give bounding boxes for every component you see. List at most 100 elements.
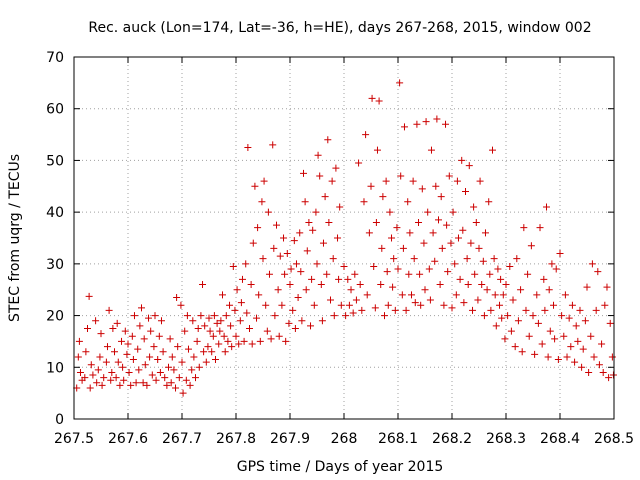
data-point — [437, 193, 445, 201]
data-point — [552, 265, 560, 273]
data-point — [560, 332, 568, 340]
data-point — [601, 301, 609, 309]
data-point — [332, 164, 340, 172]
data-point — [389, 283, 397, 291]
data-point — [390, 255, 398, 263]
data-point — [119, 363, 127, 371]
data-point — [167, 379, 175, 387]
data-point — [243, 309, 251, 317]
data-point — [409, 177, 417, 185]
data-point — [436, 281, 444, 289]
data-point — [138, 304, 145, 312]
data-point — [565, 314, 573, 322]
data-point — [130, 312, 138, 320]
data-point — [159, 348, 167, 356]
data-point — [340, 262, 348, 270]
data-point — [154, 356, 162, 364]
data-point — [431, 257, 439, 265]
y-axis-ticks: 0 10 20 30 40 50 60 70 — [46, 50, 614, 428]
chart-title: Rec. auck (Lon=174, Lat=-36, h=HE), days… — [88, 20, 591, 36]
data-point — [345, 301, 353, 309]
data-point — [363, 291, 371, 299]
data-point — [479, 257, 487, 265]
data-point — [486, 270, 494, 278]
data-point — [506, 262, 514, 270]
y-tick-label: 30 — [46, 257, 64, 273]
data-point — [111, 348, 118, 356]
data-point — [595, 361, 603, 369]
data-point — [140, 335, 148, 343]
data-point — [544, 353, 552, 361]
data-point — [102, 358, 110, 366]
data-point — [429, 229, 437, 237]
data-point — [310, 301, 318, 309]
data-point — [511, 343, 519, 351]
y-tick-label: 0 — [55, 412, 64, 428]
data-point — [188, 366, 196, 374]
data-point — [319, 239, 327, 247]
data-point — [538, 340, 546, 348]
y-axis-label: STEC from uqrg / TECUs — [7, 154, 23, 322]
data-point — [151, 312, 159, 320]
data-point — [197, 312, 205, 320]
data-point — [121, 327, 129, 335]
data-point — [377, 281, 385, 289]
data-point — [599, 368, 607, 376]
data-point — [124, 340, 132, 348]
data-point — [290, 237, 298, 245]
data-point — [283, 250, 291, 258]
data-point — [520, 224, 528, 232]
data-point — [260, 177, 268, 185]
data-point — [470, 203, 478, 211]
data-point — [386, 208, 394, 216]
data-point — [362, 131, 370, 139]
data-point — [113, 319, 121, 327]
data-point — [240, 337, 248, 345]
data-point — [540, 275, 548, 283]
data-point — [323, 270, 331, 278]
x-tick-label: 267.8 — [216, 431, 256, 447]
data-point — [190, 353, 198, 361]
data-point — [248, 340, 256, 348]
data-point — [238, 275, 246, 283]
data-point — [297, 268, 305, 276]
data-point — [561, 291, 569, 299]
data-point — [356, 281, 364, 289]
data-point — [294, 293, 302, 301]
data-point — [327, 296, 334, 304]
data-point — [216, 327, 224, 335]
data-point — [358, 306, 366, 314]
data-point — [286, 281, 294, 289]
data-point — [598, 340, 606, 348]
data-point — [335, 275, 343, 283]
data-point — [76, 368, 84, 376]
data-point — [474, 296, 482, 304]
x-tick-label: 268.1 — [378, 431, 418, 447]
data-point — [217, 317, 225, 325]
data-point — [481, 229, 489, 237]
data-point — [443, 221, 451, 229]
data-point — [603, 283, 611, 291]
data-point — [360, 198, 368, 206]
data-point — [440, 301, 448, 309]
data-point — [291, 325, 299, 332]
data-point — [492, 322, 500, 330]
x-tick-label: 267.5 — [54, 431, 94, 447]
data-point — [125, 368, 133, 376]
data-point — [147, 327, 155, 335]
data-point — [163, 381, 171, 389]
data-point — [609, 371, 617, 379]
data-point — [253, 314, 261, 322]
data-point — [578, 363, 586, 371]
data-point — [406, 229, 414, 237]
data-point — [303, 247, 311, 255]
data-point — [433, 115, 441, 123]
data-point — [316, 172, 324, 180]
data-point — [193, 337, 201, 345]
data-point — [379, 193, 387, 201]
data-point — [305, 218, 313, 226]
data-point — [370, 262, 378, 270]
data-point — [425, 265, 433, 273]
x-axis-ticks: 267.5 267.6 267.7 267.8 267.9 268 268.1 268.2 26… — [54, 57, 634, 447]
